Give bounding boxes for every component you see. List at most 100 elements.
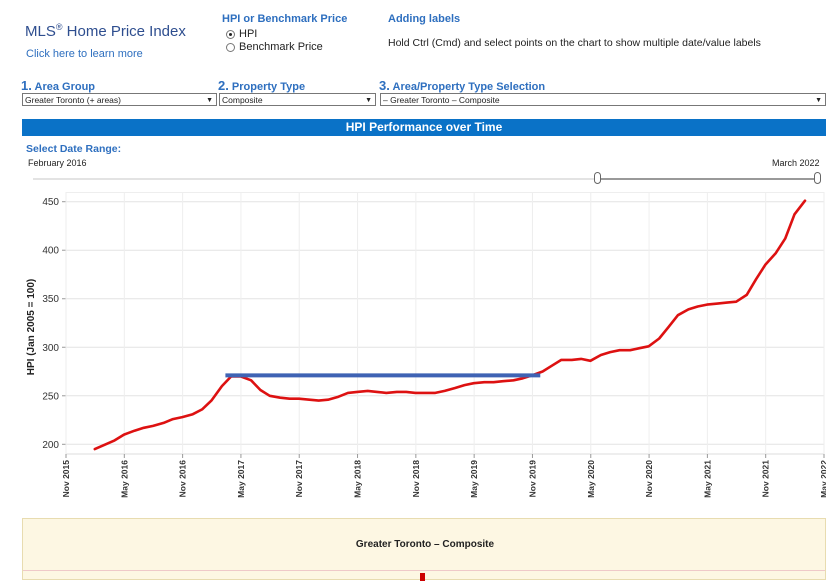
data-point[interactable] <box>423 390 429 396</box>
data-point[interactable] <box>695 304 701 310</box>
data-point[interactable] <box>131 428 137 434</box>
data-point[interactable] <box>199 406 205 412</box>
data-point[interactable] <box>452 385 458 391</box>
data-point[interactable] <box>161 420 167 426</box>
date-range-track[interactable] <box>33 178 818 180</box>
radio-benchmark-indicator[interactable] <box>226 42 235 52</box>
data-point[interactable] <box>598 352 604 358</box>
data-point[interactable] <box>461 382 467 388</box>
data-point[interactable] <box>141 425 147 431</box>
data-point[interactable] <box>733 299 739 305</box>
x-tick-label: May 2021 <box>702 460 712 498</box>
data-point[interactable] <box>394 389 400 395</box>
data-point[interactable] <box>715 301 721 307</box>
data-point[interactable] <box>481 379 487 385</box>
data-point[interactable] <box>208 398 214 404</box>
data-point[interactable] <box>791 211 797 217</box>
data-point[interactable] <box>296 396 302 402</box>
property-type-label: 2. Property Type <box>218 78 306 93</box>
data-point[interactable] <box>636 345 642 351</box>
data-point[interactable] <box>675 312 681 318</box>
data-point[interactable] <box>782 236 788 242</box>
data-point[interactable] <box>412 390 418 396</box>
data-point[interactable] <box>190 411 196 417</box>
data-point[interactable] <box>365 388 371 394</box>
data-point[interactable] <box>471 380 477 386</box>
data-point[interactable] <box>336 394 342 400</box>
data-point[interactable] <box>277 395 283 401</box>
data-point[interactable] <box>685 306 691 312</box>
radio-hpi[interactable]: HPI <box>226 28 257 40</box>
data-point[interactable] <box>306 397 312 403</box>
data-point[interactable] <box>762 262 768 268</box>
data-point[interactable] <box>325 397 331 403</box>
radio-benchmark-label: Benchmark Price <box>239 41 323 53</box>
x-tick-label: May 2019 <box>469 460 479 498</box>
data-point[interactable] <box>345 390 351 396</box>
data-point[interactable] <box>656 336 662 342</box>
data-point[interactable] <box>802 198 808 204</box>
data-point[interactable] <box>666 324 672 330</box>
data-point[interactable] <box>646 343 652 349</box>
area-group-select[interactable]: Greater Toronto (+ areas) ▼ <box>22 93 217 106</box>
data-point[interactable] <box>432 390 438 396</box>
property-type-select[interactable]: Composite ▼ <box>219 93 376 106</box>
hpi-line-chart[interactable]: 200 250 300 350 400 450 Nov 2015 May 2016 Nov 20… <box>22 192 826 512</box>
detail-divider <box>23 570 825 571</box>
data-point[interactable] <box>257 387 263 393</box>
data-point[interactable] <box>316 398 322 404</box>
data-point[interactable] <box>500 378 506 384</box>
area-property-selection-select[interactable]: – Greater Toronto – Composite ▼ <box>380 93 826 106</box>
data-point[interactable] <box>704 302 710 308</box>
data-point[interactable] <box>578 356 584 362</box>
y-tick-label: 200 <box>42 440 59 451</box>
plot-area[interactable] <box>65 192 825 455</box>
series-line[interactable] <box>93 199 807 451</box>
data-point[interactable] <box>627 347 633 353</box>
data-point[interactable] <box>558 357 564 363</box>
data-point[interactable] <box>587 358 593 364</box>
date-range-end-handle[interactable] <box>814 172 821 184</box>
data-point[interactable] <box>569 357 575 363</box>
data-point[interactable] <box>112 437 118 443</box>
x-tick-label: Nov 2020 <box>644 460 654 498</box>
data-point[interactable] <box>354 389 360 395</box>
data-point[interactable] <box>549 363 555 369</box>
data-point[interactable] <box>179 414 185 420</box>
data-point[interactable] <box>540 369 546 375</box>
radio-benchmark-price[interactable]: Benchmark Price <box>226 41 323 53</box>
radio-hpi-indicator[interactable] <box>226 29 235 39</box>
data-point[interactable] <box>773 250 779 256</box>
data-point[interactable] <box>248 377 254 383</box>
data-point[interactable] <box>92 446 98 452</box>
data-point[interactable] <box>753 276 759 282</box>
data-point[interactable] <box>403 389 409 395</box>
data-point[interactable] <box>607 349 613 355</box>
data-point[interactable] <box>510 377 516 383</box>
x-tick-label: May 2020 <box>586 460 596 498</box>
data-point[interactable] <box>617 347 623 353</box>
y-tick-label: 400 <box>42 246 59 257</box>
data-point[interactable] <box>150 423 156 429</box>
data-point[interactable] <box>744 292 750 298</box>
data-point[interactable] <box>287 396 293 402</box>
area-property-selection-label: 3. Area/Property Type Selection <box>379 78 546 93</box>
date-range-start-handle[interactable] <box>594 172 601 184</box>
data-point[interactable] <box>267 393 273 399</box>
data-point[interactable] <box>491 379 497 385</box>
data-point[interactable] <box>724 300 730 306</box>
data-point[interactable] <box>170 416 176 422</box>
y-tick-label: 350 <box>42 294 59 305</box>
data-point[interactable] <box>374 389 380 395</box>
data-point[interactable] <box>121 432 127 438</box>
data-point[interactable] <box>383 390 389 396</box>
data-point[interactable] <box>219 383 225 389</box>
learn-more-link[interactable]: Click here to learn more <box>26 48 143 60</box>
y-tick-label: 450 <box>42 197 59 208</box>
date-range-start: February 2016 <box>28 158 87 168</box>
x-tick-label: May 2017 <box>236 460 246 498</box>
x-tick-label: Nov 2017 <box>294 460 304 498</box>
date-range-selected[interactable] <box>598 178 818 180</box>
data-point[interactable] <box>442 388 448 394</box>
x-tick-label: Nov 2015 <box>61 460 71 498</box>
